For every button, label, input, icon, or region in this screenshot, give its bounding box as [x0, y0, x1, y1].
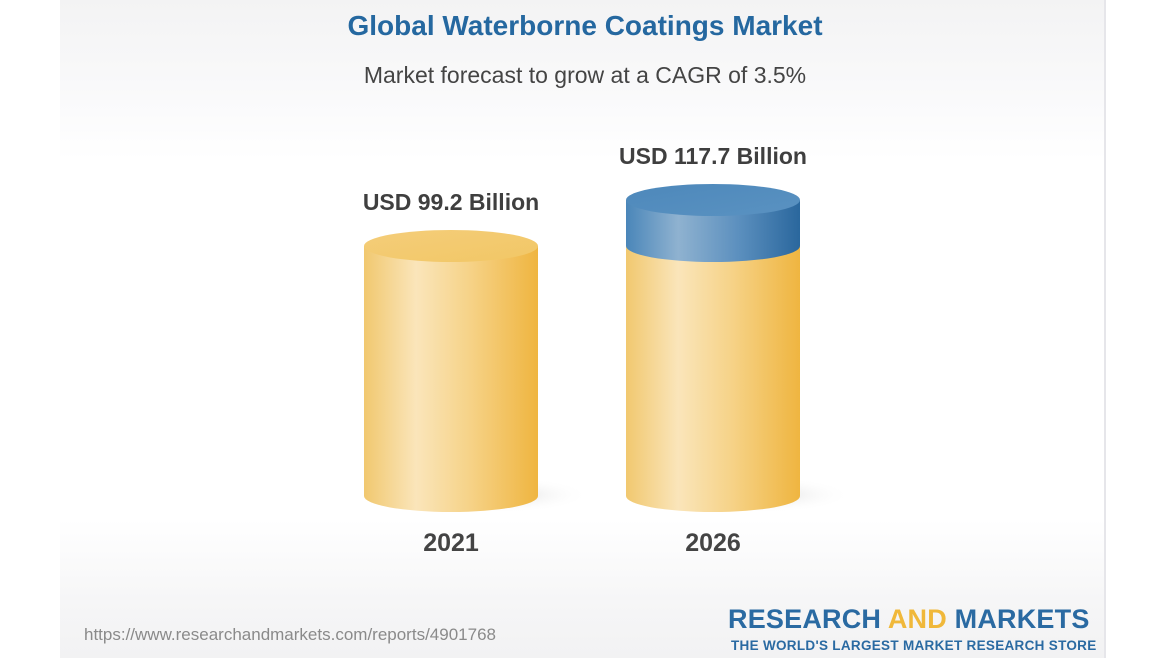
year-label-2026: 2026: [685, 529, 741, 557]
logo-word-research: RESEARCH: [728, 604, 888, 634]
bar-2021: [364, 230, 590, 513]
year-label-2021: 2021: [423, 529, 479, 557]
value-label-2026: USD 117.7 Billion: [619, 143, 807, 169]
bar-2026: [626, 184, 852, 513]
chart-card: [60, 0, 1106, 658]
value-label-2021: USD 99.2 Billion: [362, 189, 540, 215]
source-url[interactable]: https://www.researchandmarkets.com/repor…: [84, 625, 496, 644]
chart-title: Global Waterborne Coatings Market: [347, 10, 823, 41]
logo-word-and: AND: [887, 604, 947, 634]
growth-segment: [626, 200, 800, 262]
brand-tagline: THE WORLD'S LARGEST MARKET RESEARCH STOR…: [731, 638, 1097, 653]
logo-word-markets: MARKETS: [946, 604, 1090, 634]
chart-subtitle: Market forecast to grow at a CAGR of 3.5…: [363, 62, 807, 88]
brand-logo: RESEARCH AND MARKETS: [728, 604, 1090, 635]
